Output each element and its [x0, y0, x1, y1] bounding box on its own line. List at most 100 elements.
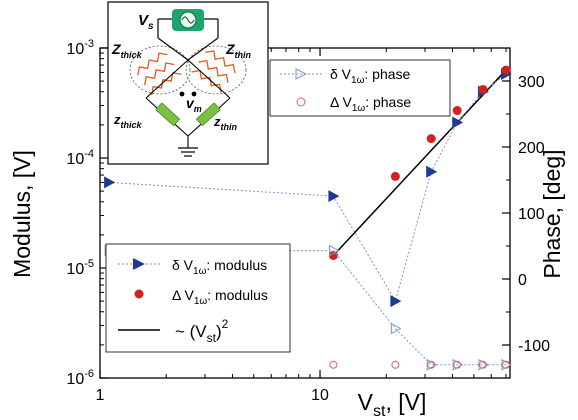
data-point-Delta-phase — [478, 360, 487, 369]
data-point-delta-modulus — [104, 176, 116, 189]
legend-Delta-phase-label-main: Δ V — [330, 94, 352, 110]
legend-phase-box — [269, 59, 451, 117]
circuit-inset: Vs Zthick Zthin vm zthick zthin — [107, 1, 269, 165]
x-tick-label: 1 — [96, 387, 105, 404]
y-left-tick-base: 10 — [66, 151, 84, 168]
z-thick-heater-icon — [137, 52, 182, 96]
y-left-tick-base: 10 — [66, 261, 84, 278]
legend-Delta-phase-marker — [296, 97, 306, 107]
legend-fit-label-suffix: ) — [216, 322, 222, 341]
z-thin-upper-sub: thin — [235, 50, 252, 60]
meter-label-sub: m — [194, 104, 202, 114]
data-point-delta-phase — [390, 322, 402, 335]
data-point-Delta-phase — [329, 360, 338, 369]
data-point-delta-phase — [328, 244, 340, 257]
z-thick-resistor — [155, 102, 181, 127]
x-axis-title-main: V — [358, 389, 374, 415]
z-thick-upper-sub: thick — [121, 50, 143, 60]
y-right-tick-label: 300 — [518, 74, 545, 91]
node-right — [191, 91, 197, 97]
legend-Delta-modulus-label-sub: 1ω — [194, 296, 208, 307]
y-left-tick-label: 10-6 — [66, 368, 94, 388]
right-axis: 300 200 100 0 -100 — [502, 74, 550, 355]
z-thick-upper-main: Z — [111, 41, 121, 57]
y-left-tick-exponent: -5 — [84, 258, 94, 270]
legend-modulus: δ V1ω: modulus Δ V1ω: modulus ~ (Vst)2 — [105, 243, 291, 353]
meter-label-main: v — [186, 95, 195, 111]
bridge-top-left — [157, 37, 189, 61]
legend-Delta-modulus-marker — [134, 289, 144, 299]
data-point-Delta-phase — [391, 360, 400, 369]
legend-delta-phase-label-main: δ V — [330, 66, 352, 82]
left-axis: 10-310-410-510-6 — [66, 38, 108, 388]
z-thin-lower-main: z — [213, 114, 221, 129]
series-layer — [104, 65, 513, 371]
data-point-delta-modulus — [390, 295, 402, 308]
data-point-Delta-modulus — [328, 250, 338, 260]
z-thick-lower-main: z — [113, 112, 121, 127]
thin-region-ellipse — [185, 45, 247, 95]
legend-Delta-modulus-label-suffix: : modulus — [207, 287, 268, 303]
data-point-Delta-phase — [501, 360, 510, 369]
sine-icon — [181, 16, 195, 24]
legend-fit-label-main: ~ (V — [175, 322, 207, 341]
y-left-axis-title: Modulus, [V] — [9, 150, 35, 278]
y-left-tick-label: 10-4 — [66, 148, 94, 168]
legend-delta-phase-marker — [295, 68, 308, 80]
node-left — [179, 91, 185, 97]
thick-region-ellipse — [129, 45, 191, 95]
bottom-axis: 1 10 — [96, 48, 507, 404]
z-thin-upper-label: Zthin — [225, 41, 252, 60]
y-left-tick-base: 10 — [66, 41, 84, 58]
legend-delta-modulus-label-sub: 1ω — [193, 266, 207, 277]
z-thick-lower-sub: thick — [121, 120, 143, 130]
y-right-tick-label: 0 — [518, 272, 527, 289]
y-left-tick-exponent: -6 — [84, 368, 94, 380]
legend-Delta-phase-label-sub: 1ω — [352, 103, 366, 114]
data-point-Delta-modulus — [501, 65, 511, 75]
source-label-main: V — [138, 12, 150, 29]
series-2-line — [109, 250, 506, 366]
z-thin-lower-label: zthin — [213, 114, 237, 132]
y-right-tick-label: 100 — [518, 206, 545, 223]
y-left-tick-base: 10 — [66, 371, 84, 388]
z-thin-lower-sub: thin — [221, 122, 238, 132]
z-thick-lower-label: zthick — [113, 112, 143, 130]
meter-label: vm — [186, 95, 202, 114]
x-axis-title-unit: , [V] — [385, 389, 426, 415]
x-axis-title: Vst, [V] — [358, 389, 427, 420]
data-point-Delta-modulus — [426, 134, 436, 144]
legend-fit-label-sub: st — [207, 331, 217, 345]
data-point-delta-modulus — [426, 165, 438, 178]
y-right-axis-title: Phase, [deg] — [539, 149, 565, 278]
source-label: Vs — [138, 12, 154, 32]
data-point-delta-modulus — [452, 116, 464, 129]
legend-delta-modulus-marker — [133, 258, 145, 270]
z-thin-resistor — [195, 102, 221, 127]
legend-delta-modulus-label: δ V1ω: modulus — [172, 257, 267, 277]
legend-phase: δ V1ω: phase Δ V1ω: phase — [269, 59, 451, 117]
legend-delta-modulus-label-suffix: : modulus — [206, 257, 267, 273]
data-point-Delta-modulus — [390, 171, 400, 181]
legend-delta-phase-label-suffix: : phase — [364, 66, 410, 82]
legend-Delta-modulus-label-main: Δ V — [172, 287, 194, 303]
x-tick-label: 10 — [311, 387, 329, 404]
y-right-tick-label: -100 — [518, 338, 550, 355]
legend-fit-label: ~ (Vst)2 — [175, 317, 229, 345]
source-label-sub: s — [148, 21, 154, 32]
bridge-mid-right — [187, 59, 231, 99]
y-left-tick-exponent: -4 — [84, 148, 94, 160]
z-thin-upper-main: Z — [225, 41, 235, 57]
legend-Delta-phase-label: Δ V1ω: phase — [330, 94, 411, 114]
y-left-tick-label: 10-3 — [66, 38, 94, 58]
z-thick-upper-label: Zthick — [111, 41, 143, 60]
legend-Delta-phase-label-suffix: : phase — [365, 94, 411, 110]
data-point-Delta-phase — [427, 360, 436, 369]
legend-Delta-modulus-label: Δ V1ω: modulus — [172, 287, 268, 307]
bridge-mid-left — [145, 59, 189, 99]
y-left-tick-label: 10-5 — [66, 258, 94, 278]
data-point-delta-modulus — [328, 190, 340, 203]
x-axis-title-sub: st — [373, 403, 386, 420]
data-point-Delta-phase — [453, 360, 462, 369]
